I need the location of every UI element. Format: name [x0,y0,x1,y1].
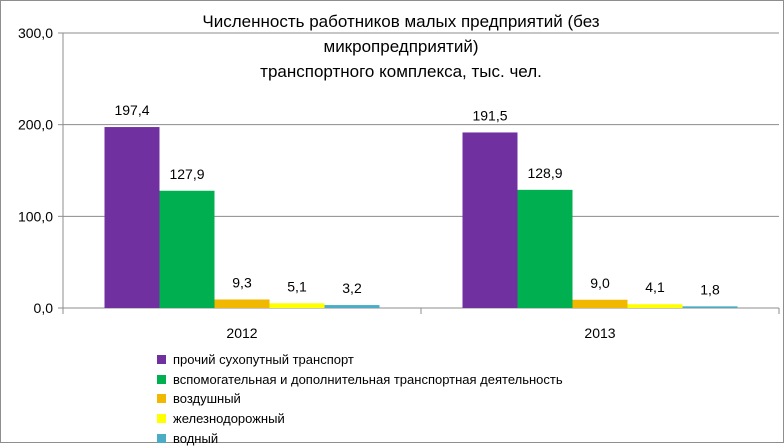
data-label: 5,1 [287,278,307,294]
data-label: 1,8 [700,281,720,297]
chart-legend: прочий сухопутный транспорт вспомогательн… [157,350,563,448]
bar [572,299,628,308]
legend-swatch [157,433,166,443]
data-label: 127,9 [169,166,204,182]
bar [104,127,160,308]
x-tick-label: 2012 [226,325,257,341]
legend-swatch [157,394,166,404]
legend-label: вспомогательная и дополнительная транспо… [173,371,563,387]
legend-swatch [157,414,166,424]
data-label: 3,2 [342,280,362,296]
bar [682,306,738,308]
legend-item: водный [157,428,563,448]
y-tick-label: 0,0 [34,300,54,316]
bar [517,189,573,308]
data-label: 191,5 [472,107,507,123]
legend-item: прочий сухопутный транспорт [157,350,563,370]
bar [324,305,380,308]
y-tick-label: 300,0 [18,25,53,41]
bar [627,304,683,308]
legend-item: воздушный [157,389,563,409]
chart-title-line-3: транспортного комплекса, тыс. чел. [260,62,542,81]
y-tick-label: 100,0 [18,208,53,224]
chart-title: Численность работников малых предприятий… [151,9,651,84]
legend-label: железнодорожный [173,411,285,427]
chart-title-line-2: микропредприятий) [323,37,479,56]
data-label: 9,3 [232,274,252,290]
legend-label: воздушный [173,391,241,407]
data-label: 197,4 [114,102,149,118]
chart-title-line-1: Численность работников малых предприятий… [202,12,600,31]
bar [462,132,518,308]
x-tick-label: 2013 [584,325,615,341]
legend-item: вспомогательная и дополнительная транспо… [157,370,563,390]
bar [214,299,270,308]
legend-item: железнодорожный [157,409,563,429]
legend-label: прочий сухопутный транспорт [173,352,354,368]
data-label: 4,1 [645,279,665,295]
legend-label: водный [173,430,219,446]
bar [269,303,325,308]
data-label: 128,9 [527,165,562,181]
data-label: 9,0 [590,275,610,291]
legend-swatch [157,355,166,365]
bar [159,190,215,308]
legend-swatch [157,374,166,384]
y-tick-label: 200,0 [18,117,53,133]
